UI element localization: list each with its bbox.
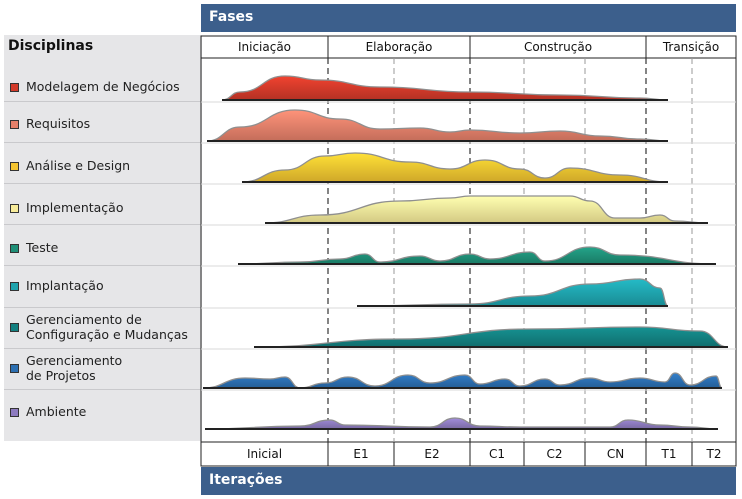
discipline-name-line: Ambiente: [26, 404, 87, 419]
phase-header: Elaboração: [365, 40, 433, 54]
discipline-effort-hump: [207, 110, 668, 141]
iterations-title: Iterações: [209, 472, 283, 488]
discipline-name: Gerenciamento de Configuração e Mudanças: [26, 312, 188, 342]
discipline-label: Modelagem de Negócios: [10, 79, 206, 94]
discipline-separator: [4, 101, 202, 102]
discipline-separator: [4, 265, 202, 266]
discipline-name-line: Gerenciamento de: [26, 312, 142, 327]
disciplines-title: Disciplinas: [8, 38, 94, 54]
discipline-name-line: Gerenciamento: [26, 353, 123, 368]
discipline-effort-hump: [242, 153, 668, 182]
discipline-name-line: Teste: [26, 240, 59, 255]
discipline-color-square: [10, 364, 19, 373]
discipline-separator: [4, 307, 202, 308]
discipline-label: Implementação: [10, 200, 206, 215]
iterations-bar: Iterações: [201, 467, 736, 495]
hump-outline: [356, 278, 669, 307]
discipline-label: Análise e Design: [10, 158, 206, 173]
discipline-separator: [4, 348, 202, 349]
discipline-name: Gerenciamento de Projetos: [26, 353, 122, 383]
discipline-separator: [4, 224, 202, 225]
discipline-name-line: Requisitos: [26, 116, 91, 131]
discipline-name: Análise e Design: [26, 158, 130, 173]
discipline-name: Implementação: [26, 200, 124, 215]
discipline-label: Teste: [10, 240, 206, 255]
iteration-header: CN: [606, 447, 625, 461]
discipline-label: Implantação: [10, 278, 206, 293]
phases-title: Fases: [209, 9, 254, 25]
discipline-color-square: [10, 204, 19, 213]
discipline-name: Implantação: [26, 278, 104, 293]
hump-outline: [206, 109, 669, 142]
discipline-color-square: [10, 408, 19, 417]
discipline-effort-hump: [265, 196, 708, 223]
discipline-color-square: [10, 244, 19, 253]
discipline-separator: [4, 183, 202, 184]
iteration-header: C1: [488, 447, 505, 461]
hump-outline: [204, 417, 719, 430]
phases-bar: Fases: [201, 4, 736, 32]
discipline-name-line: Análise e Design: [26, 158, 131, 173]
discipline-label: Gerenciamento de Projetos: [10, 353, 206, 383]
hump-outline: [241, 152, 669, 183]
phase-header: Construção: [523, 40, 593, 54]
discipline-name: Teste: [26, 240, 58, 255]
discipline-color-square: [10, 83, 19, 92]
discipline-color-square: [10, 323, 19, 332]
discipline-label: Gerenciamento de Configuração e Mudanças: [10, 312, 206, 342]
discipline-color-square: [10, 162, 19, 171]
discipline-name: Ambiente: [26, 404, 86, 419]
iteration-header: E2: [424, 447, 440, 461]
discipline-name: Requisitos: [26, 116, 90, 131]
discipline-effort-hump: [222, 76, 668, 100]
discipline-name-line: de Projetos: [26, 368, 96, 383]
discipline-label: Ambiente: [10, 404, 206, 419]
discipline-effort-hump: [357, 279, 668, 306]
discipline-color-square: [10, 120, 19, 129]
iteration-header: E1: [353, 447, 369, 461]
discipline-effort-hump: [254, 327, 728, 347]
iteration-header: T1: [661, 447, 677, 461]
discipline-name-line: Implantação: [26, 278, 104, 293]
discipline-color-square: [10, 282, 19, 291]
disciplines-panel: [4, 35, 202, 441]
grid-frame: [200, 35, 737, 467]
discipline-name-line: Implementação: [26, 200, 124, 215]
discipline-separator: [4, 142, 202, 143]
discipline-effort-hump: [203, 373, 722, 388]
iteration-header: T2: [706, 447, 722, 461]
iteration-header: Inicial: [246, 447, 283, 461]
hump-outline: [237, 246, 717, 265]
discipline-name: Modelagem de Negócios: [26, 79, 180, 94]
phase-header: Transição: [662, 40, 720, 54]
discipline-name-line: Configuração e Mudanças: [26, 327, 188, 342]
hump-outline: [253, 326, 729, 348]
phase-header: Iniciação: [237, 40, 292, 54]
discipline-label: Requisitos: [10, 116, 206, 131]
hump-outline: [264, 195, 709, 224]
discipline-separator: [4, 389, 202, 390]
discipline-name-line: Modelagem de Negócios: [26, 79, 180, 94]
hump-outline: [221, 75, 669, 101]
iteration-header: C2: [546, 447, 563, 461]
